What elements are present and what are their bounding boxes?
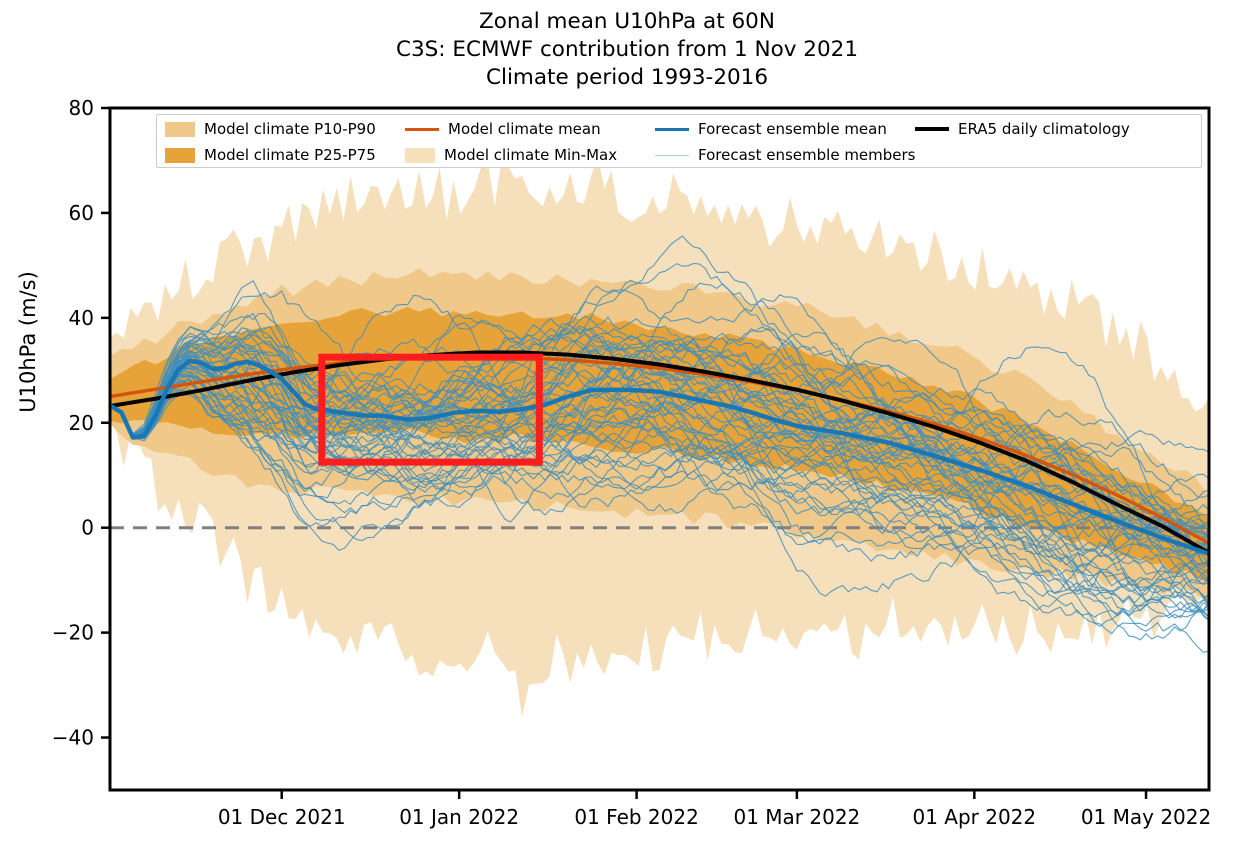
y-tick-label: −20 — [52, 621, 94, 645]
ensemble-member-line — [110, 325, 1209, 558]
ensemble-member-line — [110, 355, 1209, 553]
x-tick-label: 01 Jan 2022 — [399, 805, 519, 829]
legend-label: Model climate Min-Max — [444, 146, 618, 164]
legend-swatch-line — [915, 127, 949, 131]
model-climate-mean-line — [110, 354, 1209, 545]
legend-swatch-patch — [165, 147, 195, 163]
y-tick-label: 0 — [81, 516, 94, 540]
legend-label: ERA5 daily climatology — [958, 120, 1130, 138]
legend-label: Model climate P10-P90 — [204, 120, 376, 138]
y-tick-label: −40 — [52, 726, 94, 750]
ensemble-member-line — [110, 358, 1209, 611]
ensemble-member-line — [110, 325, 1209, 612]
ensemble-member-line — [110, 360, 1209, 575]
ensemble-member-line — [110, 329, 1209, 565]
ensemble-member-line — [110, 332, 1209, 635]
ensemble-member-line — [110, 355, 1209, 618]
ensemble-member-line — [110, 378, 1209, 628]
legend-item[interactable]: Model climate P25-P75 — [165, 146, 405, 164]
ensemble-member-line — [110, 337, 1209, 527]
ensemble-member-line — [110, 235, 1209, 567]
y-tick-label: 20 — [69, 411, 94, 435]
legend-grid: Model climate P10-P90 Model climate P25-P… — [157, 115, 1201, 168]
legend-item[interactable]: Model climate Min-Max — [405, 146, 655, 164]
era5-climatology-line — [110, 350, 1209, 555]
ensemble-member-line — [110, 335, 1209, 612]
ensemble-member-line — [110, 315, 1209, 555]
annotation-rectangle — [318, 353, 543, 466]
legend-label: Model climate P25-P75 — [204, 146, 376, 164]
ensemble-member-line — [110, 346, 1209, 586]
legend-item[interactable]: ERA5 daily climatology — [915, 120, 1205, 138]
chart-title: Zonal mean U10hPa at 60N C3S: ECMWF cont… — [0, 8, 1254, 92]
legend-label: Forecast ensemble members — [698, 146, 916, 164]
ensemble-member-line — [110, 290, 1209, 565]
ensemble-member-line — [110, 314, 1209, 528]
forecast-ensemble-mean-line — [110, 358, 1209, 557]
axis-frame — [108, 106, 1211, 792]
legend-item[interactable]: Model climate mean — [405, 120, 655, 138]
x-tick-label: 01 Feb 2022 — [574, 805, 698, 829]
ensemble-member-line — [110, 380, 1209, 605]
legend-swatch-line — [655, 154, 689, 156]
y-tick-label: 40 — [69, 306, 94, 330]
ensemble-member-line — [110, 282, 1209, 565]
title-line-3: Climate period 1993-2016 — [485, 65, 769, 90]
ensemble-member-line — [110, 379, 1209, 619]
x-tick-label: 01 May 2022 — [1081, 805, 1211, 829]
y-axis-label: U10hPa (m/s) — [16, 271, 40, 413]
ensemble-member-line — [110, 289, 1209, 531]
legend: Model climate P10-P90 Model climate P25-P… — [156, 114, 1202, 168]
legend-label: Model climate mean — [448, 120, 601, 138]
x-tick-label: 01 Dec 2021 — [218, 805, 346, 829]
y-tick-label: 80 — [69, 96, 94, 120]
x-tick-label: 01 Mar 2022 — [733, 805, 860, 829]
y-tick-label: 60 — [69, 201, 94, 225]
legend-item[interactable]: Forecast ensemble members — [655, 146, 916, 164]
legend-swatch-line — [655, 127, 689, 131]
title-line-1: Zonal mean U10hPa at 60N — [479, 9, 775, 34]
legend-swatch-patch — [165, 121, 195, 137]
x-tick-label: 01 Apr 2022 — [912, 805, 1036, 829]
ensemble-member-line — [110, 380, 1209, 604]
ensemble-member-line — [110, 360, 1209, 612]
plot-content — [110, 108, 1209, 790]
ensemble-member-line — [110, 371, 1209, 559]
ensemble-members-group — [110, 235, 1209, 653]
legend-swatch-line — [405, 127, 439, 131]
legend-label: Forecast ensemble mean — [698, 120, 887, 138]
legend-item[interactable]: Model climate P10-P90 — [165, 120, 405, 138]
ensemble-member-line — [110, 379, 1209, 653]
legend-item[interactable]: Forecast ensemble mean — [655, 120, 915, 138]
title-line-2: C3S: ECMWF contribution from 1 Nov 2021 — [395, 37, 859, 62]
legend-swatch-patch — [405, 147, 435, 163]
